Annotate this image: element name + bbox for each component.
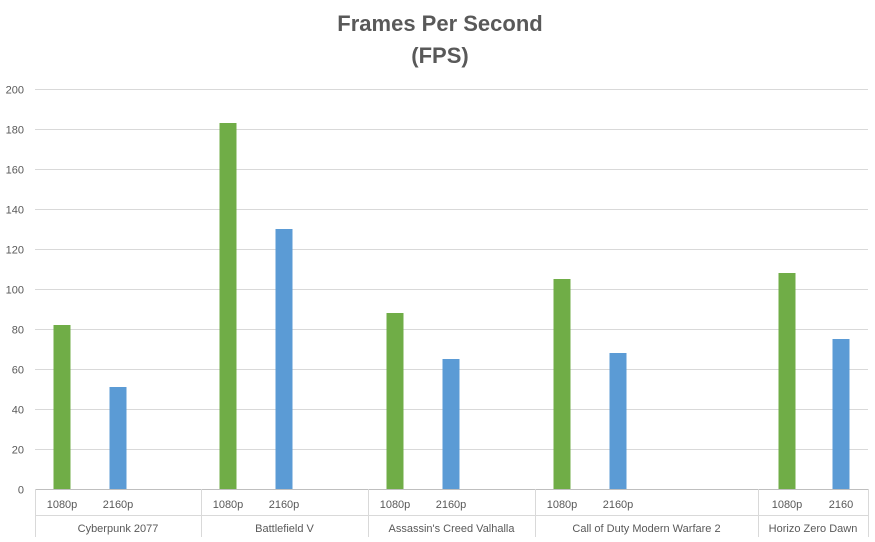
chart-title-line1: Frames Per Second bbox=[337, 11, 543, 36]
y-tick-label: 20 bbox=[12, 445, 24, 457]
y-tick-label: 200 bbox=[6, 85, 24, 97]
gridlines bbox=[35, 89, 868, 490]
game-label: Assassin's Creed Valhalla bbox=[388, 523, 515, 535]
game-label: Cyberpunk 2077 bbox=[78, 523, 159, 535]
resolution-label: 2160p bbox=[103, 499, 134, 511]
game-label: Call of Duty Modern Warfare 2 bbox=[572, 523, 720, 535]
y-tick-label: 100 bbox=[6, 285, 24, 297]
resolution-label: 2160p bbox=[603, 499, 634, 511]
chart-title: Frames Per Second (FPS) bbox=[0, 8, 875, 72]
bar-2160p-2 bbox=[442, 359, 460, 489]
resolution-label: 1080p bbox=[547, 499, 578, 511]
y-tick-label: 160 bbox=[6, 165, 24, 177]
game-label: Horizo Zero Dawn bbox=[769, 523, 858, 535]
bar-2160p-3 bbox=[609, 353, 627, 489]
bar-1080p-1 bbox=[219, 123, 237, 489]
bar-2160p-1 bbox=[275, 229, 293, 489]
resolution-label: 2160 bbox=[829, 499, 853, 511]
y-tick-label: 40 bbox=[12, 405, 24, 417]
y-tick-label: 180 bbox=[6, 125, 24, 137]
y-tick-label: 120 bbox=[6, 245, 24, 257]
resolution-label: 1080p bbox=[47, 499, 78, 511]
bar-1080p-3 bbox=[553, 279, 571, 489]
resolution-label: 1080p bbox=[213, 499, 244, 511]
y-tick-label: 0 bbox=[18, 485, 24, 497]
y-tick-label: 60 bbox=[12, 365, 24, 377]
bar-1080p-2 bbox=[386, 313, 404, 489]
resolution-label: 2160p bbox=[436, 499, 467, 511]
y-axis-ticks: 0 20 40 60 80 100 120 140 160 180 200 bbox=[6, 85, 24, 497]
bar-2160-4 bbox=[832, 339, 850, 489]
resolution-label: 1080p bbox=[380, 499, 411, 511]
game-label: Battlefield V bbox=[255, 523, 314, 535]
bar-2160p-0 bbox=[109, 387, 127, 489]
bar-1080p-4 bbox=[778, 273, 796, 489]
y-tick-label: 140 bbox=[6, 205, 24, 217]
y-tick-label: 80 bbox=[12, 325, 24, 337]
resolution-label: 1080p bbox=[772, 499, 803, 511]
bars bbox=[53, 123, 850, 489]
bar-1080p-0 bbox=[53, 325, 71, 489]
chart-title-line2: (FPS) bbox=[411, 43, 469, 68]
resolution-label: 2160p bbox=[269, 499, 300, 511]
